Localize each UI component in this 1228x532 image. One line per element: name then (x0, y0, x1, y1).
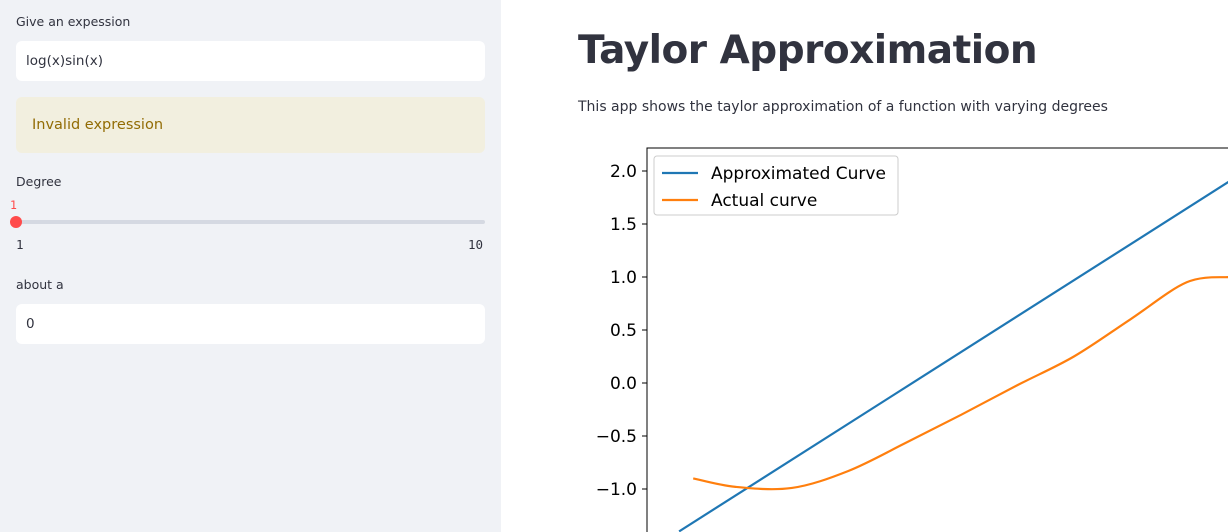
about-a-input[interactable]: 0 (16, 304, 485, 344)
y-tick-label: −0.5 (596, 427, 637, 447)
y-axis: 2.0 1.5 1.0 0.5 0.0 −0.5 −1.0 (596, 162, 647, 500)
degree-slider-min: 1 (16, 237, 24, 252)
degree-slider-max: 10 (468, 237, 484, 252)
legend-box (653, 155, 899, 216)
approximated-curve-line (678, 180, 1228, 532)
y-tick-label: 0.0 (610, 374, 637, 394)
legend-label: Actual curve (711, 191, 817, 211)
degree-slider-track[interactable] (16, 220, 485, 224)
chart-legend: Approximated Curve Actual curve (653, 155, 899, 216)
y-tick-label: 0.5 (610, 321, 637, 341)
y-tick-label: −1.0 (596, 480, 637, 500)
degree-slider-value: 1 (10, 198, 17, 212)
about-a-label: about a (16, 277, 64, 292)
sidebar: Give an expession log(x)sin(x) Invalid e… (0, 0, 501, 532)
warning-message: Invalid expression (16, 97, 485, 153)
expression-input[interactable]: log(x)sin(x) (16, 41, 485, 81)
y-tick-label: 1.0 (610, 268, 637, 288)
chart-lines (678, 180, 1228, 532)
y-tick-label: 1.5 (610, 215, 637, 235)
expression-label: Give an expession (16, 14, 131, 29)
page-title: Taylor Approximation (578, 28, 1038, 73)
y-tick-label: 2.0 (610, 162, 637, 182)
legend-label: Approximated Curve (711, 164, 886, 184)
degree-slider-thumb[interactable] (10, 216, 22, 228)
actual-curve-line (692, 275, 1228, 491)
page-description: This app shows the taylor approximation … (578, 99, 1108, 115)
degree-label: Degree (16, 174, 62, 189)
